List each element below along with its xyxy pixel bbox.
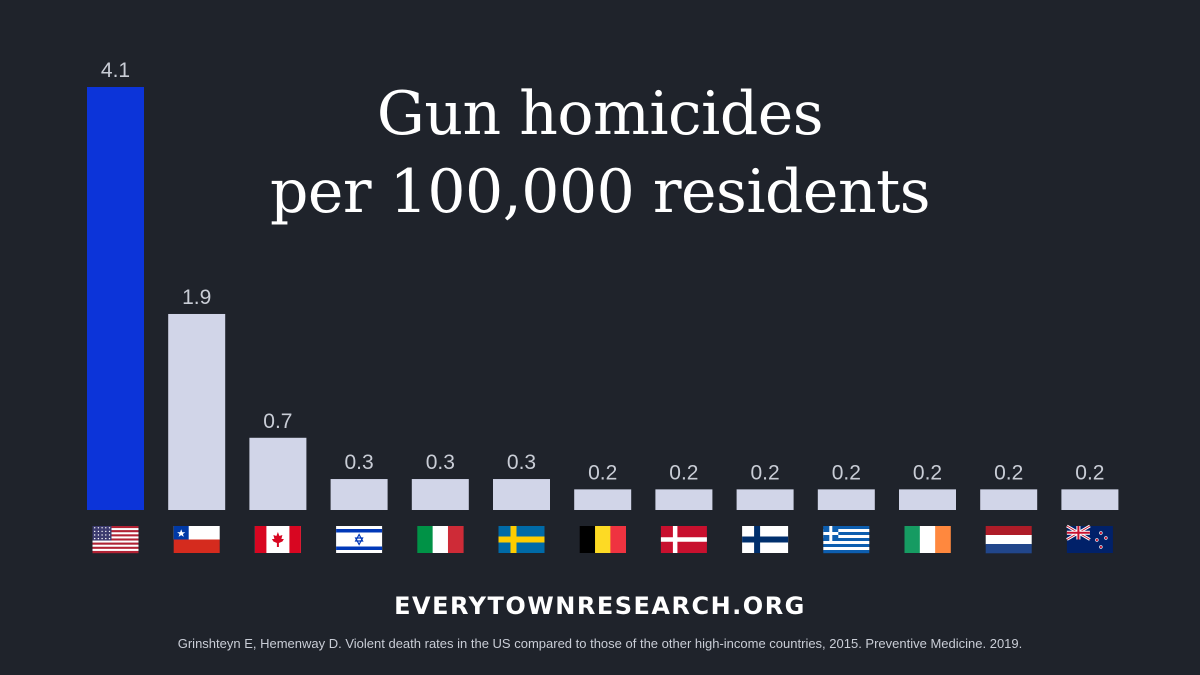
bar-value-label: 0.3 xyxy=(507,451,536,474)
chile-flag-icon xyxy=(173,526,220,553)
bar-canada xyxy=(249,437,307,510)
canada-flag-icon xyxy=(254,526,301,553)
chart-title-line-2: per 100,000 residents xyxy=(270,157,931,227)
bar-value-label: 0.2 xyxy=(913,461,942,484)
source-citation: Grinshteyn E, Hemenway D. Violent death … xyxy=(177,636,1023,651)
belgium-flag-icon xyxy=(579,526,626,553)
ireland-flag-icon xyxy=(904,526,951,553)
israel-flag-icon xyxy=(336,526,383,553)
bar-finland xyxy=(736,489,794,510)
bar-italy xyxy=(411,479,469,510)
bar-value-label: 1.9 xyxy=(182,286,211,309)
bar-value-label: 0.3 xyxy=(344,451,373,474)
bar-value-label: 0.2 xyxy=(669,461,698,484)
italy-flag-icon xyxy=(417,526,464,553)
bar-greece xyxy=(817,489,875,510)
bar-value-label: 0.2 xyxy=(588,461,617,484)
bar-value-label: 4.1 xyxy=(101,59,130,82)
bar-sweden xyxy=(493,479,550,510)
us-flag-icon xyxy=(92,526,139,554)
denmark-flag-icon xyxy=(660,526,707,553)
bar-united-states xyxy=(87,87,144,510)
bar-value-label: 0.2 xyxy=(1075,461,1104,484)
website-label: EVERYTOWNRESEARCH.ORG xyxy=(394,592,806,620)
bar-belgium xyxy=(574,489,632,510)
sweden-flag-icon xyxy=(498,526,545,553)
greece-flag-icon xyxy=(823,526,870,554)
bar-denmark xyxy=(655,489,713,510)
bar-value-label: 0.7 xyxy=(263,410,292,433)
finland-flag-icon xyxy=(742,526,789,553)
bar-value-label: 0.3 xyxy=(426,451,455,474)
bar-netherlands xyxy=(980,489,1038,510)
bar-value-label: 0.2 xyxy=(994,461,1023,484)
chart-title-line-1: Gun homicides xyxy=(376,79,824,149)
bar-israel xyxy=(330,479,388,510)
bar-new-zealand xyxy=(1061,489,1119,510)
bar-value-label: 0.2 xyxy=(832,461,861,484)
bar-ireland xyxy=(899,489,956,510)
bar-value-label: 0.2 xyxy=(750,461,779,484)
netherlands-flag-icon xyxy=(985,526,1032,554)
new-zealand-flag-icon xyxy=(1066,524,1113,553)
bar-chile xyxy=(168,313,226,510)
